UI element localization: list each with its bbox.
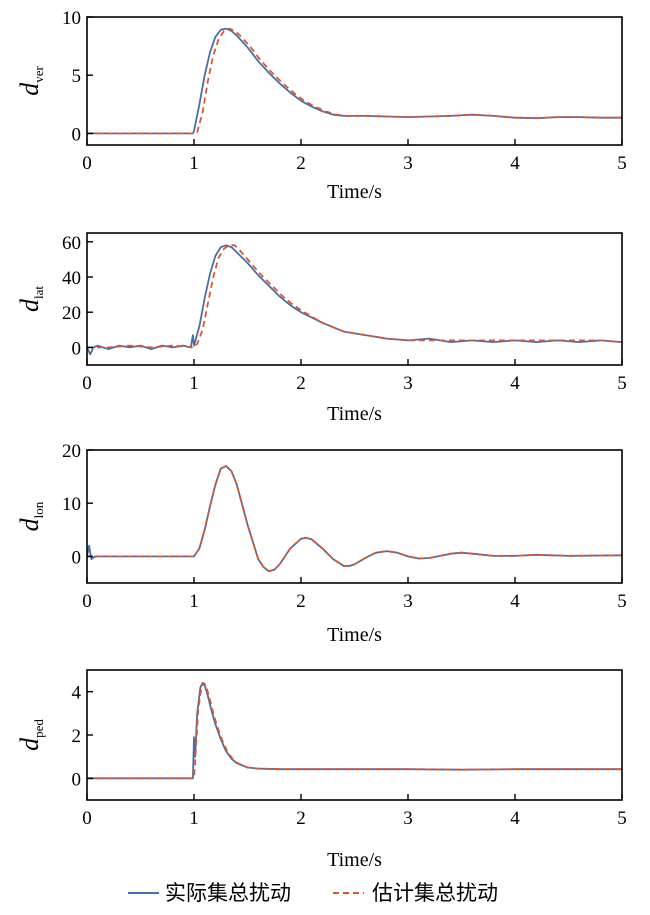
x-tick-label: 5 xyxy=(617,373,627,394)
y-tick-label: 0 xyxy=(72,547,82,568)
series-line-actual xyxy=(87,244,622,356)
x-tick-label: 0 xyxy=(82,373,92,394)
y-axis-label-subscript: ped xyxy=(31,719,46,738)
chart-panel-lat: 0 1 2 3 4 5 0 20 40 60 Time/s dlat xyxy=(15,232,627,425)
y-tick-label: 0 xyxy=(72,338,82,359)
x-tick-label: 3 xyxy=(403,808,413,829)
legend-label-actual: 实际集总扰动 xyxy=(165,881,291,905)
y-tick-label: 40 xyxy=(62,268,81,289)
y-axis-label-main: d xyxy=(15,82,44,96)
x-tick-label: 3 xyxy=(403,373,413,394)
x-tick-label: 4 xyxy=(510,808,520,829)
y-tick-label: 0 xyxy=(72,124,82,145)
y-axis-label-main: d xyxy=(15,737,44,751)
series-line-estimated xyxy=(87,27,622,135)
x-tick-label: 0 xyxy=(82,808,92,829)
y-tick-label: 4 xyxy=(72,683,82,704)
x-tick-label: 1 xyxy=(189,591,199,612)
y-tick-label: 10 xyxy=(62,494,81,515)
x-tick-label: 4 xyxy=(510,153,520,174)
x-tick-label: 0 xyxy=(82,591,92,612)
y-tick-label: 5 xyxy=(72,66,82,87)
y-axis-label: dlon xyxy=(15,501,46,531)
legend-label-estimated: 估计集总扰动 xyxy=(372,881,498,905)
chart-panel-lon: 0 1 2 3 4 5 0 10 20 Time/s dlon xyxy=(15,441,627,646)
x-tick-label: 1 xyxy=(189,373,199,394)
y-axis-label-main: d xyxy=(15,298,44,312)
x-tick-label: 2 xyxy=(296,591,306,612)
y-axis-label-main: d xyxy=(15,517,44,531)
x-tick-label: 5 xyxy=(617,591,627,612)
x-tick-label: 1 xyxy=(189,153,199,174)
legend: 实际集总扰动 估计集总扰动 xyxy=(128,881,498,905)
y-tick-label: 10 xyxy=(62,8,81,29)
series-line-actual xyxy=(87,682,622,780)
x-axis-label: Time/s xyxy=(327,181,382,203)
x-tick-label: 5 xyxy=(617,808,627,829)
x-tick-label: 0 xyxy=(82,153,92,174)
plot-frame xyxy=(86,449,623,584)
plot-frame xyxy=(86,16,623,146)
x-tick-label: 2 xyxy=(296,373,306,394)
y-tick-label: 20 xyxy=(62,441,81,462)
y-axis-label-subscript: lat xyxy=(31,286,46,299)
plot-frame xyxy=(86,669,623,801)
plot-frame xyxy=(86,232,623,366)
x-axis-label: Time/s xyxy=(327,624,382,646)
x-tick-label: 4 xyxy=(510,591,520,612)
y-axis-label: dlat xyxy=(15,286,46,312)
x-tick-label: 2 xyxy=(296,153,306,174)
y-tick-label: 20 xyxy=(62,303,81,324)
chart-panel-ped: 0 1 2 3 4 5 0 2 4 Time/s dped xyxy=(15,669,627,871)
x-tick-label: 5 xyxy=(617,153,627,174)
x-tick-label: 3 xyxy=(403,591,413,612)
y-tick-label: 0 xyxy=(72,769,82,790)
y-axis-label-subscript: ver xyxy=(31,66,46,83)
series-line-actual xyxy=(87,27,622,135)
x-tick-label: 2 xyxy=(296,808,306,829)
series-line-estimated xyxy=(87,244,622,349)
x-axis-label: Time/s xyxy=(327,403,382,425)
y-axis-label: dver xyxy=(15,66,46,96)
y-tick-label: 60 xyxy=(62,233,81,254)
y-axis-label-subscript: lon xyxy=(31,501,46,518)
y-tick-label: 2 xyxy=(72,726,82,747)
series-line-estimated xyxy=(87,682,622,780)
x-tick-label: 3 xyxy=(403,153,413,174)
x-tick-label: 4 xyxy=(510,373,520,394)
x-axis-label: Time/s xyxy=(327,849,382,871)
x-tick-label: 1 xyxy=(189,808,199,829)
chart-panel-ver: 0 1 2 3 4 5 0 5 10 Time/s dver xyxy=(15,8,627,203)
series-line-estimated xyxy=(87,465,622,573)
y-axis-label: dped xyxy=(15,719,46,751)
